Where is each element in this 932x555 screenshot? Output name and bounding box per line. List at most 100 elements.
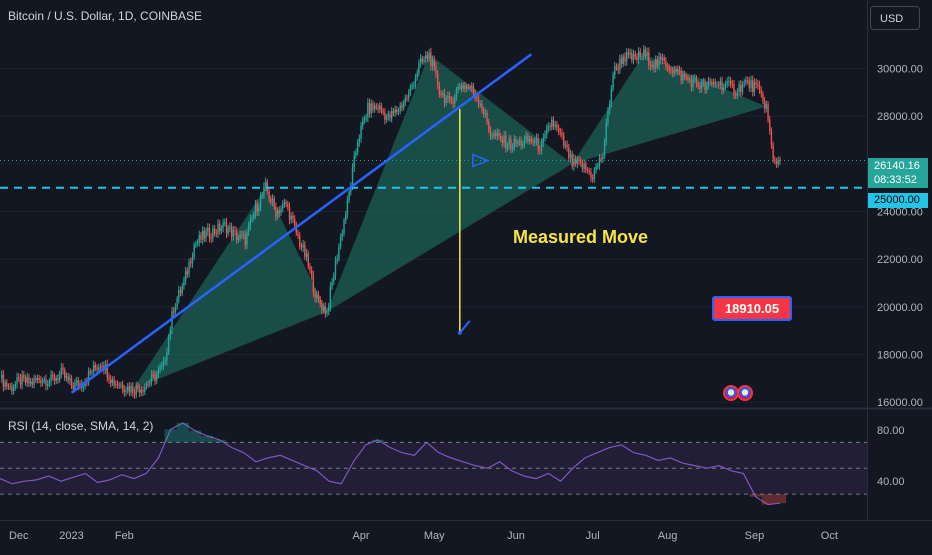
candle-body: [230, 226, 233, 237]
candle-body: [35, 378, 37, 381]
candle-body: [293, 218, 296, 225]
us-flag-event-icon[interactable]: [737, 385, 753, 401]
candle-body: [58, 373, 61, 380]
candle-body: [268, 191, 270, 199]
candle-body: [508, 139, 510, 146]
candle-body: [96, 368, 98, 370]
candle-body: [101, 365, 103, 368]
candle-body: [99, 367, 102, 369]
candle-body: [217, 223, 219, 234]
candle-body: [271, 198, 274, 202]
candle-body: [309, 266, 311, 271]
candle-body: [360, 125, 362, 139]
candle-body: [603, 141, 606, 157]
candle-body: [368, 102, 371, 114]
level-price-tag: 25000.00: [868, 193, 928, 208]
candle-body: [692, 78, 694, 88]
candle-body: [169, 329, 171, 337]
candle-body: [173, 311, 175, 313]
candle-body: [583, 163, 585, 169]
candle-body: [210, 237, 212, 239]
candle-body: [459, 86, 461, 88]
candle-body: [690, 79, 693, 88]
candle-body: [109, 379, 112, 383]
candle-body: [200, 234, 202, 240]
candle-body: [394, 109, 396, 114]
symbol-title: Bitcoin / U.S. Dollar, 1D, COINBASE: [8, 9, 203, 23]
candle-body: [620, 58, 623, 64]
candle-body: [436, 73, 439, 86]
candle-body: [321, 304, 323, 311]
candle-body: [551, 119, 553, 128]
candle-body: [287, 204, 289, 208]
rsi-tick-80: 80.00: [877, 425, 905, 437]
candle-body: [467, 86, 470, 88]
candle-body: [714, 81, 716, 85]
candle-body: [648, 52, 650, 65]
candle-body: [721, 81, 723, 91]
candle-body: [428, 52, 430, 59]
candle-body: [728, 80, 730, 82]
candle-body: [578, 160, 580, 162]
candle-body: [50, 374, 52, 382]
candle-body: [586, 170, 589, 172]
target-price-badge[interactable]: 18910.05: [712, 296, 792, 321]
candle-body: [716, 84, 718, 86]
candle-body: [331, 281, 333, 287]
candle-body: [740, 84, 742, 93]
candle-body: [413, 85, 415, 87]
candle-body: [273, 198, 275, 207]
candle-body: [302, 244, 304, 248]
price-tick-label: 28000.00: [877, 111, 923, 123]
candle-body: [258, 207, 260, 212]
rsi-tick-40: 40.00: [877, 476, 905, 488]
candle-body: [448, 96, 451, 100]
rsi-overbought-fill: [176, 422, 189, 443]
candle-body: [680, 71, 682, 81]
candle-body: [419, 58, 422, 64]
candle-body: [14, 383, 17, 388]
candle-body: [397, 110, 400, 112]
candle-body: [125, 390, 127, 392]
candle-body: [264, 182, 267, 187]
target-badge-pointer: [459, 320, 471, 334]
candle-body: [619, 58, 621, 70]
candle-body: [673, 69, 676, 74]
candle-body: [336, 258, 338, 261]
candle-body: [229, 226, 231, 229]
time-tick-label: Sep: [745, 530, 765, 542]
current-price-value: 26140.16: [874, 160, 920, 172]
candle-body: [569, 154, 572, 159]
candle-body: [653, 64, 655, 69]
currency-button[interactable]: USD: [870, 6, 920, 30]
candle-body: [455, 90, 458, 98]
candle-body: [40, 380, 42, 383]
candle-body: [87, 371, 90, 382]
candle-body: [450, 99, 452, 102]
candle-body: [57, 378, 59, 380]
candle-body: [55, 378, 57, 382]
candle-body: [379, 105, 381, 110]
candle-body: [414, 77, 417, 86]
candle-body: [717, 84, 720, 86]
candle-body: [779, 159, 781, 162]
time-tick-label: Apr: [352, 530, 369, 542]
candle-body: [338, 246, 340, 259]
candle-body: [772, 145, 774, 160]
candle-body: [373, 105, 376, 110]
candle-body: [651, 64, 653, 67]
candle-body: [253, 214, 255, 219]
time-tick-label: Oct: [821, 530, 838, 542]
candle-body: [627, 52, 630, 55]
candle-body: [629, 52, 631, 55]
candle-body: [242, 234, 245, 236]
price-tick-label: 22000.00: [877, 254, 923, 266]
projection-arrow: [472, 153, 490, 168]
candle-body: [290, 215, 292, 220]
candle-body: [6, 382, 8, 387]
candle-body: [41, 380, 44, 383]
price-tick-label: 20000.00: [877, 302, 923, 314]
candle-body: [486, 112, 488, 123]
